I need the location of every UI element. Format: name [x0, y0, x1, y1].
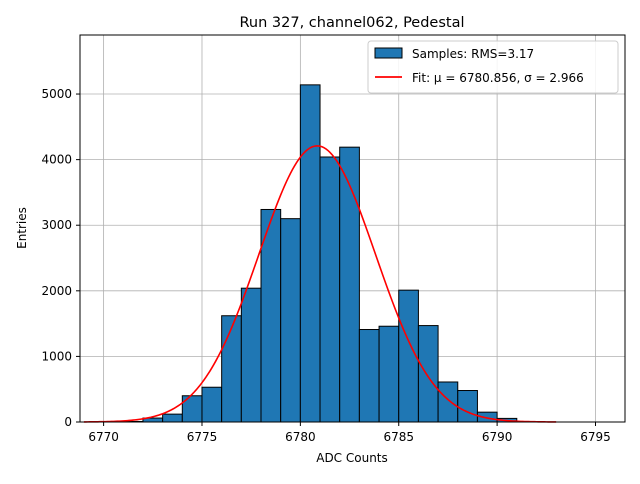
y-tick-label: 1000 [41, 349, 72, 363]
fit-curve-group [83, 145, 557, 423]
histogram-bar [201, 386, 223, 423]
histogram-bar [280, 218, 301, 423]
x-tick-label: 6770 [88, 430, 119, 444]
plot-frame [79, 34, 626, 423]
y-tick-label: 5000 [41, 87, 72, 101]
histogram-bar [240, 287, 262, 423]
legend-samples-label: Samples: RMS=3.17 [412, 47, 534, 61]
histogram-bar [339, 146, 360, 423]
x-tick-label: 6790 [482, 430, 513, 444]
histogram-bar [378, 325, 400, 423]
y-tick-label: 3000 [41, 218, 72, 232]
x-axis-ticks: 6770 6775 6780 6785 6790 6795 [88, 422, 611, 444]
histogram-bar [221, 315, 242, 423]
x-tick-label: 6785 [383, 430, 414, 444]
x-tick-label: 6795 [580, 430, 611, 444]
histogram-bar [319, 156, 341, 423]
y-tick-label: 4000 [41, 153, 72, 167]
histogram-bar [437, 381, 459, 423]
y-axis-label: Entries [15, 207, 29, 249]
legend-box [367, 40, 619, 94]
legend: Samples: RMS=3.17 Fit: μ = 6780.856, σ =… [367, 40, 619, 94]
x-tick-label: 6775 [187, 430, 218, 444]
x-tick-label: 6780 [285, 430, 316, 444]
y-tick-label: 0 [64, 415, 72, 429]
histogram-bar [358, 329, 380, 423]
histogram-bar [162, 413, 183, 423]
histogram-bar [417, 325, 439, 423]
chart-title: Run 327, channel062, Pedestal [239, 15, 464, 31]
y-axis-ticks: 0 1000 2000 3000 4000 5000 [41, 87, 80, 429]
y-tick-label: 2000 [41, 284, 72, 298]
histogram-bar [457, 390, 478, 423]
legend-samples-swatch [374, 47, 403, 59]
histogram-bar [299, 84, 321, 423]
fit-curve [83, 145, 557, 423]
legend-fit-label: Fit: μ = 6780.856, σ = 2.966 [412, 71, 584, 85]
x-axis-label: ADC Counts [316, 451, 388, 465]
